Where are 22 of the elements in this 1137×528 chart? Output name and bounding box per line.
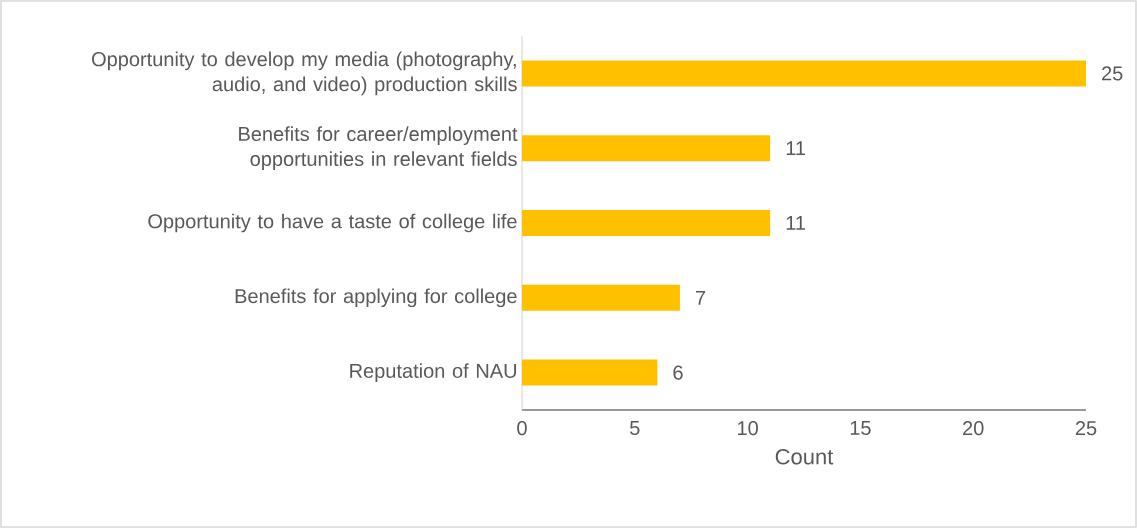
x-tick-label: 10: [738, 421, 758, 436]
bar: [521, 60, 1086, 87]
data-label: 6: [673, 365, 683, 380]
x-tick-label: 0: [517, 421, 527, 436]
x-tick-label: 5: [630, 421, 640, 435]
data-label: 7: [696, 290, 706, 305]
data-label: 25: [1102, 66, 1123, 81]
data-label: 11: [786, 216, 806, 230]
bar: [521, 284, 680, 311]
x-axis-title: Count: [775, 448, 834, 465]
bar: [521, 359, 658, 386]
data-label: 11: [786, 141, 806, 156]
x-tick-label: 15: [850, 421, 871, 435]
bar: [521, 135, 771, 162]
x-tick-label: 20: [963, 421, 984, 436]
y-tick-label: Opportunity to develop my media (photography, audio, and video) production skills: [92, 51, 517, 96]
x-tick-label: 25: [1075, 421, 1097, 436]
y-tick-label: Reputation of NAU: [350, 363, 517, 382]
y-tick-label: Opportunity to have a taste of college life: [148, 213, 517, 233]
bar: [521, 209, 771, 236]
y-tick-label: Benefits for career/employment opportunities in relevant fields: [239, 126, 518, 171]
y-tick-label: Benefits for applying for college: [235, 288, 517, 308]
